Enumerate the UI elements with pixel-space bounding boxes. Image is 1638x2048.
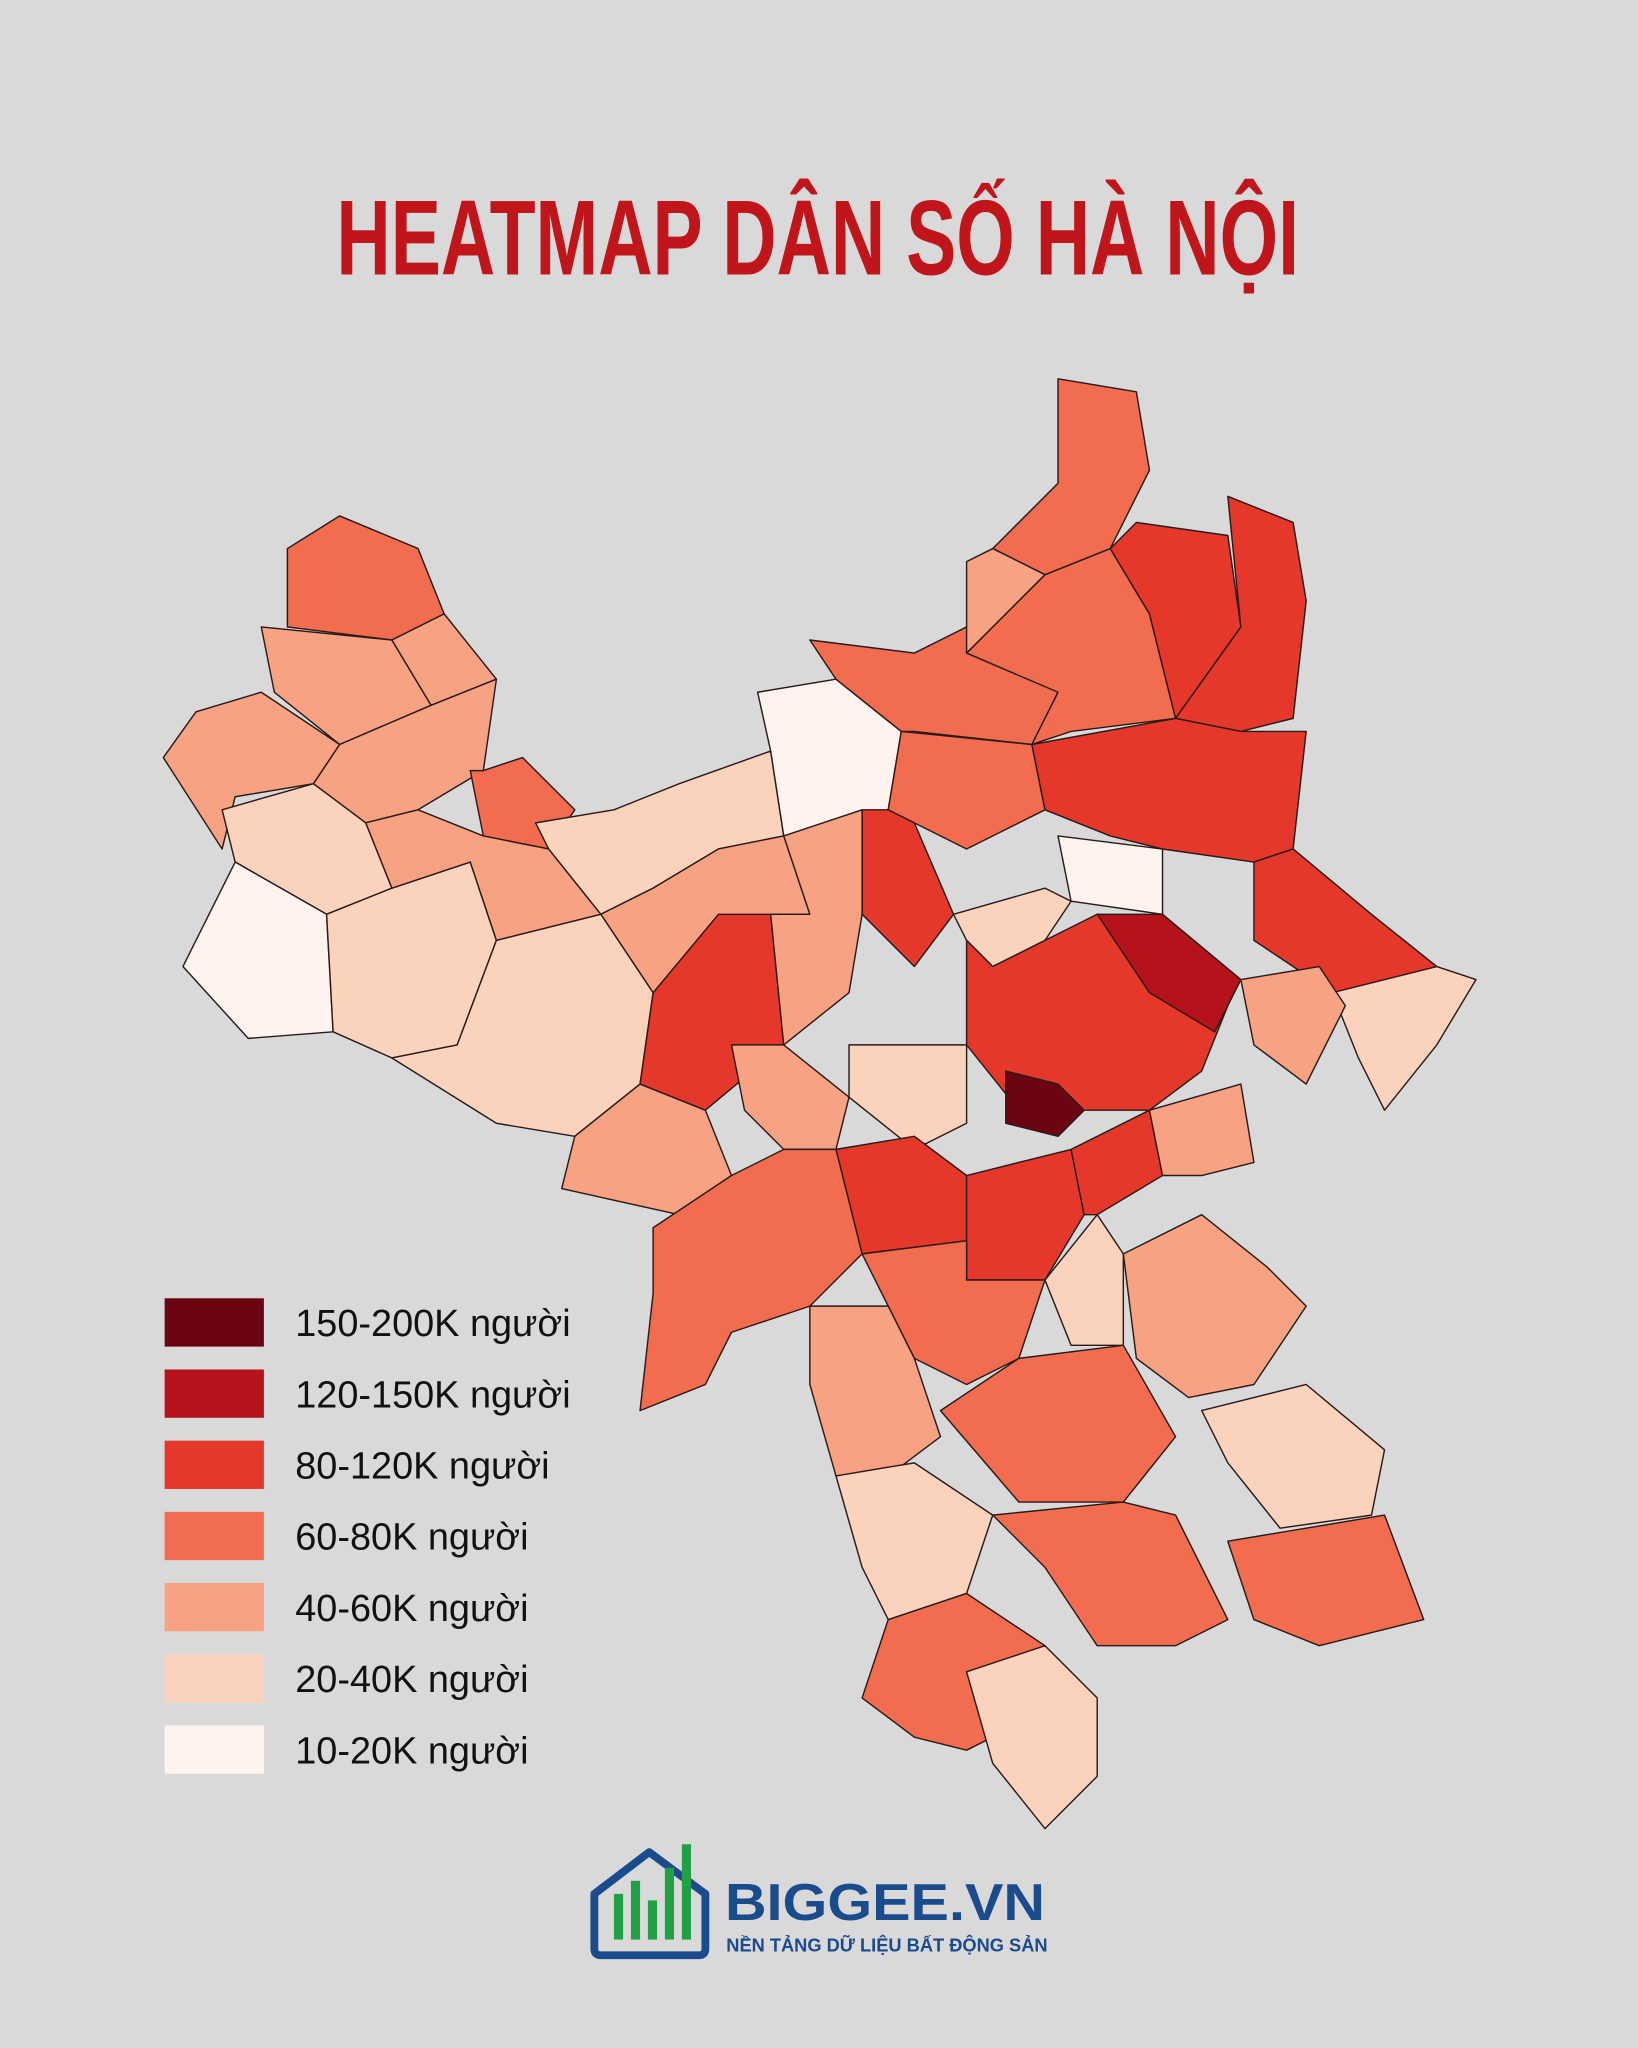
district xyxy=(1148,1083,1255,1177)
district xyxy=(1200,1383,1386,1529)
logo-house xyxy=(590,1848,710,1960)
district xyxy=(639,1148,863,1412)
logo: BIGGEE.VN NỀN TẢNG DỮ LIỆU BẤT ĐỘNG SẢN xyxy=(590,1844,1048,1960)
district xyxy=(1005,1070,1085,1138)
legend-label: 20-40K người xyxy=(295,1659,528,1701)
district xyxy=(312,678,498,824)
legend-swatch xyxy=(164,1298,264,1347)
district xyxy=(1174,495,1307,733)
legend-swatch xyxy=(164,1654,264,1703)
district xyxy=(809,1305,942,1477)
map xyxy=(162,378,1477,1830)
legend-label: 40-60K người xyxy=(295,1588,528,1630)
district xyxy=(848,1044,968,1151)
legend-swatch xyxy=(164,1583,264,1632)
district xyxy=(991,1501,1229,1647)
district xyxy=(1122,1213,1307,1399)
logo-bar xyxy=(647,1900,658,1940)
district xyxy=(991,378,1151,576)
logo-bar xyxy=(664,1867,675,1940)
legend-swatch xyxy=(164,1440,264,1489)
district xyxy=(769,809,863,1046)
logo-bar xyxy=(630,1880,641,1940)
district xyxy=(1044,1213,1125,1347)
district xyxy=(1096,913,1242,1033)
logo-bar xyxy=(681,1844,691,1940)
legend-label: 150-200K người xyxy=(295,1303,570,1345)
legend-label: 120-150K người xyxy=(295,1374,570,1416)
title: HEATMAP DÂN SỐ HÀ NỘI xyxy=(336,177,1299,297)
district xyxy=(1240,965,1347,1085)
legend-label: 10-20K người xyxy=(295,1730,528,1772)
legend-swatch xyxy=(164,1511,264,1561)
district xyxy=(965,1644,1098,1830)
logo-bar xyxy=(613,1893,624,1940)
legend: 150-200K người 120-150K người 80-120K ngườ… xyxy=(164,1298,571,1774)
logo-tagline: NỀN TẢNG DỮ LIỆU BẤT ĐỘNG SẢN xyxy=(726,1934,1047,1955)
legend-swatch xyxy=(164,1369,264,1418)
district xyxy=(965,547,1046,654)
legend-label: 60-80K người xyxy=(295,1517,528,1559)
district xyxy=(1227,1514,1425,1647)
district xyxy=(939,1344,1177,1503)
logo-name: BIGGEE.VN xyxy=(725,1874,1045,1932)
legend-label: 80-120K người xyxy=(295,1446,549,1488)
legend-swatch xyxy=(164,1725,264,1774)
district xyxy=(1070,1109,1164,1216)
district xyxy=(1331,965,1477,1111)
